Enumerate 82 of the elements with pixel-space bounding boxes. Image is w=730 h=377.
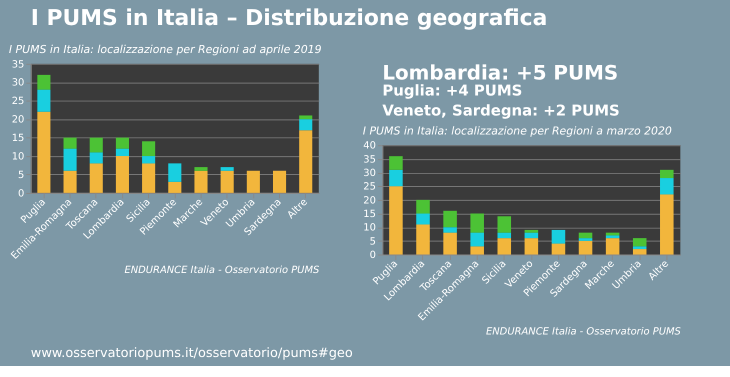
bar xyxy=(498,216,512,233)
bar xyxy=(660,170,674,178)
bar xyxy=(578,238,592,241)
bar xyxy=(524,238,538,255)
bar xyxy=(660,194,674,255)
bar xyxy=(470,246,484,255)
bar xyxy=(168,163,182,182)
bar xyxy=(498,238,512,255)
y-tick-label: 30 xyxy=(12,78,24,89)
bar xyxy=(578,232,592,238)
bar xyxy=(37,90,50,112)
bar xyxy=(64,170,77,193)
bar xyxy=(142,141,156,156)
y-tick-label: 25 xyxy=(363,182,376,193)
bar xyxy=(299,130,312,193)
bar xyxy=(632,238,646,246)
bar xyxy=(660,178,674,194)
bar xyxy=(64,148,77,171)
bar xyxy=(389,186,403,255)
y-tick-label: 20 xyxy=(12,114,24,126)
bar xyxy=(90,152,103,164)
bar xyxy=(246,170,260,193)
bar xyxy=(194,167,208,171)
bar xyxy=(37,74,50,90)
bar xyxy=(116,148,129,156)
text: ENDURANCE Italia - Osservatorio PUMS xyxy=(486,326,681,338)
bar xyxy=(470,214,484,233)
bar xyxy=(524,230,538,233)
bar xyxy=(64,138,77,149)
bar xyxy=(578,240,592,255)
bar xyxy=(632,249,646,255)
bar xyxy=(606,235,620,238)
bar xyxy=(524,232,538,238)
bar xyxy=(299,119,312,130)
bar xyxy=(90,163,103,193)
text: Veneto, Sardegna: +2 PUMS xyxy=(382,101,620,120)
chart-title: I PUMS in Italia: localizzazione per Regioni a marzo 2020 xyxy=(362,124,672,138)
y-tick-label: 10 xyxy=(12,152,24,163)
text: I PUMS in Italia – Distribuzione geografica xyxy=(30,6,548,32)
bar xyxy=(220,167,234,171)
bar xyxy=(299,115,312,120)
bar xyxy=(443,227,457,233)
y-tick-label: 5 xyxy=(18,170,24,181)
y-tick-label: 30 xyxy=(363,168,376,180)
bar xyxy=(389,170,403,186)
bar xyxy=(470,232,484,246)
y-tick-label: 0 xyxy=(370,250,376,261)
bar xyxy=(443,232,457,255)
bar xyxy=(389,156,403,170)
bar xyxy=(416,224,430,255)
y-tick-label: 5 xyxy=(370,236,376,248)
bar xyxy=(416,214,430,224)
y-tick-label: 15 xyxy=(12,133,24,144)
y-tick-label: 35 xyxy=(12,59,24,70)
text: www.osservatoriopums.it/osservatorio/pums#geo xyxy=(30,346,353,361)
y-tick-label: 40 xyxy=(363,140,376,152)
bar xyxy=(272,170,286,193)
bar xyxy=(142,163,156,193)
bar xyxy=(168,182,182,193)
bar xyxy=(194,170,208,193)
bar xyxy=(142,156,156,164)
bar xyxy=(552,230,566,244)
bar xyxy=(498,232,512,238)
bar xyxy=(606,238,620,255)
y-tick-label: 10 xyxy=(363,222,376,234)
y-tick-label: 0 xyxy=(18,188,24,200)
bar xyxy=(90,138,103,152)
bar xyxy=(552,244,566,255)
bar xyxy=(37,112,50,193)
bar xyxy=(220,170,234,193)
bar xyxy=(443,210,457,228)
bar xyxy=(632,246,646,250)
text: ENDURANCE Italia - Osservatorio PUMS xyxy=(124,265,320,276)
bar xyxy=(416,200,430,214)
bar xyxy=(116,138,129,149)
bar xyxy=(116,156,129,193)
y-tick-label: 15 xyxy=(363,209,376,220)
bar xyxy=(606,232,620,236)
y-tick-label: 20 xyxy=(363,195,376,206)
y-tick-label: 25 xyxy=(12,96,24,108)
chart-title: I PUMS in Italia: localizzazione per Regioni ad aprile 2019 xyxy=(8,42,322,56)
y-tick-label: 35 xyxy=(363,154,376,166)
